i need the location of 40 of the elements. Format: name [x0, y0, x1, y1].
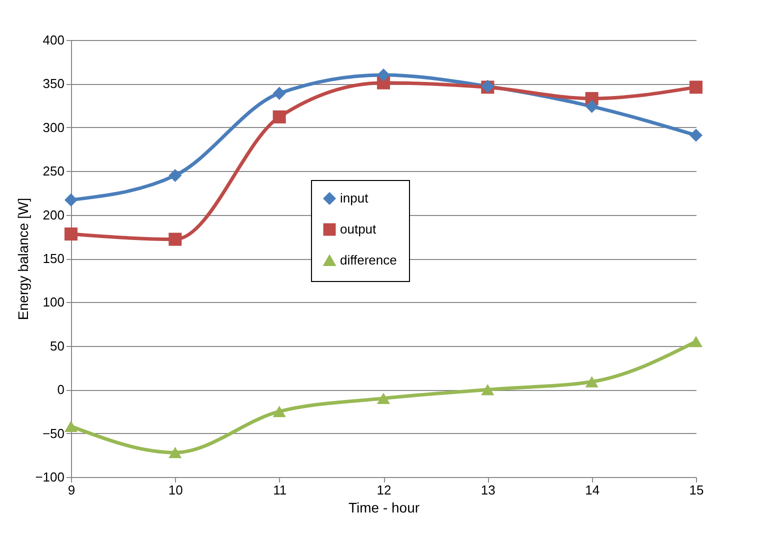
y-tick-label: 300 — [42, 120, 64, 135]
x-axis-title: Time - hour — [348, 500, 420, 516]
x-tick-label: 11 — [273, 482, 287, 498]
x-tick-label: 10 — [168, 482, 183, 498]
y-tick-label: −100 — [35, 470, 64, 484]
legend-label: difference — [340, 252, 397, 268]
point — [168, 168, 182, 182]
legend-label: input — [340, 190, 369, 206]
y-tick-label: 200 — [42, 207, 64, 222]
x-tick-label: 14 — [585, 482, 600, 498]
y-tick-label: 150 — [42, 251, 64, 266]
y-tick-label: −50 — [42, 426, 64, 441]
x-tick-label: 9 — [68, 482, 76, 498]
point — [689, 128, 703, 142]
point — [376, 68, 390, 82]
point — [168, 232, 182, 246]
point — [585, 376, 598, 388]
legend-label: output — [340, 222, 377, 236]
point — [376, 392, 390, 404]
point — [272, 406, 286, 418]
y-tick-label: 250 — [42, 164, 64, 179]
y-axis-title: Energy balance [W] — [15, 198, 32, 320]
point — [585, 100, 598, 113]
point — [272, 86, 286, 100]
point — [272, 110, 286, 124]
point — [64, 228, 78, 241]
point — [481, 384, 494, 396]
x-tick-label: 15 — [689, 482, 704, 498]
point — [689, 80, 703, 94]
point — [168, 446, 182, 458]
y-tick-label: 350 — [42, 76, 64, 92]
x-tick-label: 12 — [376, 482, 392, 498]
point — [64, 420, 78, 432]
y-tick-label: 100 — [42, 294, 64, 310]
point — [64, 193, 78, 206]
y-tick-label: 50 — [50, 338, 64, 354]
point — [689, 336, 703, 348]
y-tick-label: 0 — [57, 382, 64, 398]
x-tick-label: 13 — [480, 482, 496, 498]
y-tick-label: 400 — [42, 32, 64, 48]
